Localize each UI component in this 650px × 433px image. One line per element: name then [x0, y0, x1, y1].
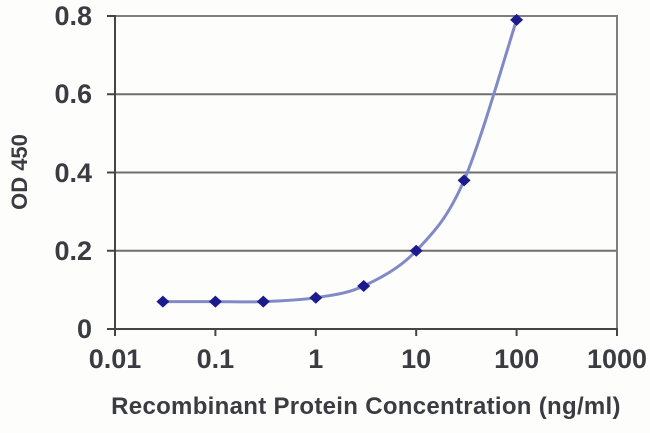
y-axis-title: OD 450	[7, 134, 32, 210]
x-tick-label: 100	[494, 344, 540, 374]
data-point-marker	[156, 295, 170, 308]
y-tick-label: 0.8	[54, 1, 92, 31]
x-tick-label: 1	[308, 344, 324, 374]
y-tick-label: 0.6	[54, 79, 92, 110]
x-axis-title: Recombinant Protein Concentration (ng/ml…	[111, 393, 621, 420]
data-point-marker	[208, 295, 222, 308]
x-tick-label: 0.01	[88, 344, 142, 374]
x-tick-label: 1000	[586, 344, 648, 374]
x-tick-label: 10	[401, 344, 432, 374]
y-tick-label: 0.4	[54, 157, 92, 188]
y-tick-label: 0	[76, 314, 92, 344]
data-point-marker	[457, 174, 471, 187]
y-tick-label: 0.2	[54, 235, 92, 266]
standard-curve-line	[161, 18, 519, 304]
data-point-marker	[309, 291, 323, 304]
data-point-marker	[357, 279, 371, 292]
data-point-marker	[409, 244, 423, 257]
x-tick-label: 0.1	[196, 344, 235, 374]
data-point-marker	[256, 295, 270, 308]
data-point-marker	[510, 13, 524, 26]
